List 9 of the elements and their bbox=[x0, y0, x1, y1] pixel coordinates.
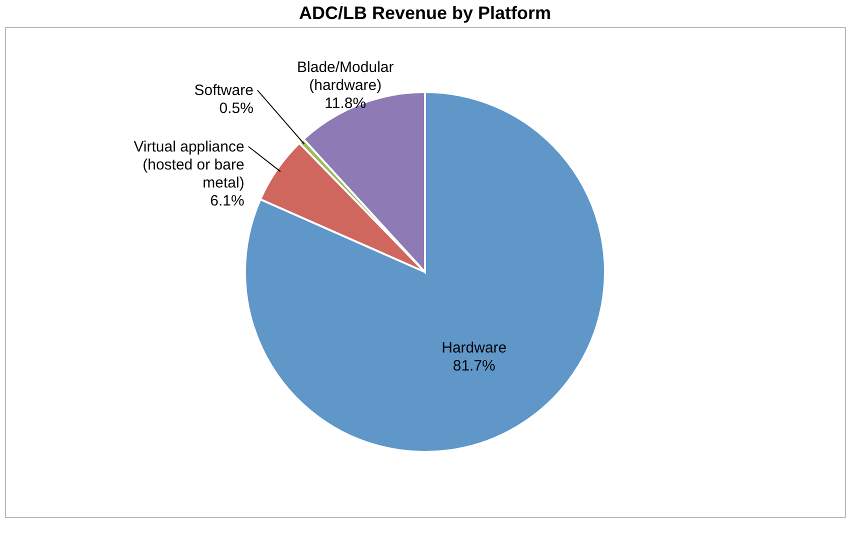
data-label: 81.7% bbox=[452, 357, 496, 374]
data-label: 6.1% bbox=[210, 192, 244, 210]
slice-label: Software bbox=[194, 82, 254, 100]
slice-label: Hardware bbox=[442, 339, 507, 356]
data-label: 0.5% bbox=[219, 100, 254, 118]
slice-label: Blade/Modular (hardware) bbox=[297, 58, 394, 94]
slice-label: Virtual appliance (hosted or bare metal) bbox=[134, 138, 244, 192]
chart-title: ADC/LB Revenue by Platform bbox=[298, 3, 552, 23]
data-label: 11.8% bbox=[324, 94, 366, 112]
